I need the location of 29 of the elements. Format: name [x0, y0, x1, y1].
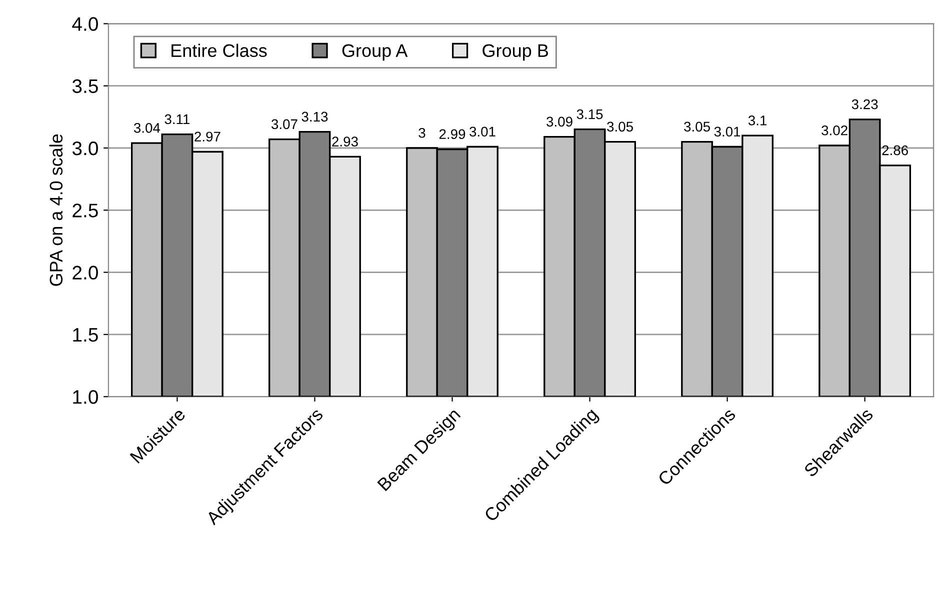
- data-label: 2.86: [882, 145, 908, 156]
- y-tick-label: 3.0: [72, 141, 98, 156]
- y-axis-title: GPA on a 4.0 scale: [49, 134, 63, 286]
- data-label: 3.07: [271, 119, 298, 130]
- legend-label: Entire Class: [172, 44, 267, 58]
- data-label: 3.01: [470, 126, 496, 137]
- data-label: 2.99: [439, 129, 466, 140]
- data-label: 3.02: [822, 125, 848, 136]
- y-tick-label: 2.5: [72, 204, 98, 218]
- data-label: 3.09: [546, 116, 572, 127]
- data-label: 3.05: [607, 122, 633, 132]
- data-label: 3.15: [576, 109, 603, 120]
- data-label: 2.93: [332, 136, 358, 146]
- y-tick-label: 3.5: [72, 79, 98, 94]
- y-tick-label: 4.0: [72, 17, 98, 31]
- y-tick-label: 2.0: [72, 266, 98, 280]
- data-label: 3.05: [684, 122, 710, 132]
- legend-label: Group B: [482, 44, 548, 61]
- data-label: 3.01: [714, 126, 740, 137]
- data-label: 3.1: [748, 116, 767, 126]
- legend-label: Group A: [342, 44, 408, 61]
- y-tick-label: 1.5: [73, 328, 98, 342]
- data-label: 3.23: [852, 99, 878, 110]
- y-tick-label: 1.0: [73, 390, 98, 404]
- data-label: 3: [418, 128, 426, 138]
- data-label: 3.13: [302, 112, 328, 122]
- data-label: 2.97: [194, 132, 220, 142]
- data-label: 3.04: [134, 122, 160, 133]
- data-label: 3.11: [164, 114, 190, 124]
